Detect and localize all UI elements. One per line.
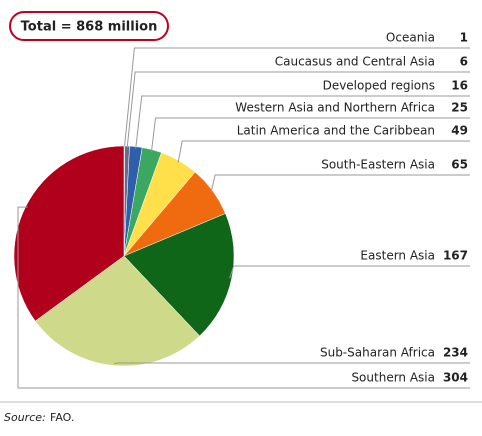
category-label: Eastern Asia [360,249,435,263]
leader-line [177,140,470,163]
value-label: 6 [460,55,468,69]
source-label: Source: [4,411,46,424]
value-label: 1 [460,31,468,45]
category-label: Sub-Saharan Africa [320,346,435,360]
pie-slice [34,255,200,367]
category-label: Oceania [386,31,435,45]
value-label: 304 [443,371,468,385]
pie-slice [13,145,125,322]
value-label: 16 [451,79,468,93]
value-label: 167 [443,249,468,263]
category-label: Latin America and the Caribbean [237,124,435,138]
category-label: Caucasus and Central Asia [275,55,435,69]
value-label: 65 [451,158,468,172]
leader-line [229,265,470,279]
category-label: South-Eastern Asia [321,158,435,172]
source: FAO. [50,411,74,424]
leader-line [135,95,470,149]
leader-line [123,47,470,149]
value-label: 49 [451,124,468,138]
leader-line [17,206,470,389]
value-label: 234 [443,346,468,360]
category-label: Western Asia and Northern Africa [235,101,435,115]
chart-title: Total = 868 million [21,20,158,35]
leader-line [114,362,470,365]
leader-line [126,71,470,149]
value-label: 25 [451,101,468,115]
pie-slice [123,213,235,337]
category-label: Developed regions [323,79,435,93]
leader-line [150,117,470,152]
title-box [9,11,169,41]
category-label: Southern Asia [351,371,435,385]
leader-line [210,174,470,193]
